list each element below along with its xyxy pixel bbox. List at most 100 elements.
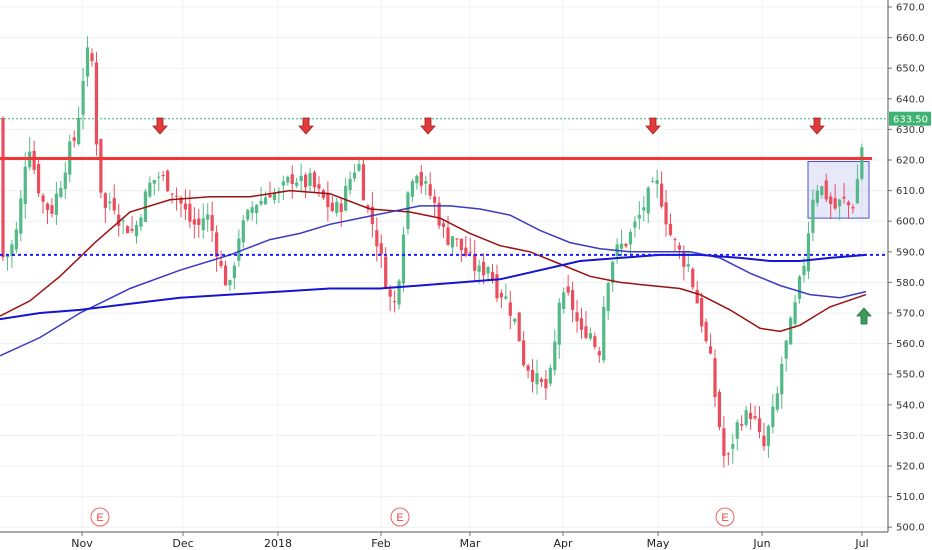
candle-body <box>304 174 308 188</box>
candle-body <box>695 290 699 304</box>
candle-body <box>486 267 490 274</box>
candle-body <box>241 220 245 243</box>
candlestick <box>81 67 85 130</box>
candlestick <box>188 190 192 229</box>
candlestick <box>201 203 205 239</box>
candle-body <box>232 265 236 279</box>
candle-body <box>286 176 290 183</box>
candlestick <box>237 229 241 267</box>
candle-body <box>50 205 54 214</box>
x-tick-label: May <box>647 537 670 550</box>
candlestick <box>388 284 392 312</box>
candlestick <box>161 170 165 181</box>
candle-body <box>860 147 864 179</box>
earnings-circle <box>715 507 735 527</box>
candlestick <box>700 292 704 333</box>
candlestick <box>361 157 366 201</box>
candle-body <box>139 217 143 227</box>
candle-body <box>757 418 762 432</box>
candlestick <box>419 164 423 194</box>
candlestick <box>757 406 762 439</box>
earnings-circle <box>390 507 410 527</box>
candle-body <box>272 193 277 201</box>
candle-body <box>23 166 27 204</box>
candle-body <box>802 265 806 275</box>
candlestick <box>593 332 597 350</box>
candle-body <box>504 296 508 299</box>
down-arrow-icon <box>645 117 661 135</box>
candle-body <box>424 181 428 184</box>
candle-body <box>352 172 357 179</box>
y-tick-label: 650.0 <box>896 64 925 75</box>
candle-body <box>130 229 134 231</box>
candlestick <box>321 188 325 200</box>
candlestick <box>272 188 277 204</box>
up-arrow-icon <box>856 307 872 325</box>
candlestick <box>410 178 414 202</box>
candle-body <box>223 265 228 286</box>
candle-body <box>268 194 272 198</box>
candlestick <box>77 106 81 147</box>
candle-body <box>148 182 152 197</box>
candlestick <box>744 405 748 428</box>
down-arrow-icon <box>152 117 168 135</box>
candle-body <box>762 435 766 447</box>
candlestick <box>655 169 659 198</box>
candle-body <box>192 219 196 225</box>
candle-body <box>749 412 753 419</box>
candle-body <box>54 193 58 215</box>
candle-body <box>464 247 468 256</box>
candle-body <box>32 150 36 170</box>
candlestick <box>139 213 143 232</box>
candlestick <box>793 294 797 329</box>
candlestick <box>771 394 775 434</box>
candlestick <box>842 182 846 204</box>
moving-average-1 <box>0 189 867 333</box>
candle-body <box>59 187 63 197</box>
candlestick <box>846 200 851 219</box>
candlestick <box>223 260 228 286</box>
y-tick-label: 640.0 <box>896 94 925 105</box>
y-tick-label: 620.0 <box>896 156 925 167</box>
candle-body <box>593 336 597 348</box>
candlestick <box>477 259 481 284</box>
candlestick <box>575 299 579 333</box>
candle-body <box>557 302 561 345</box>
candlestick <box>735 419 739 451</box>
candle-body <box>855 179 859 204</box>
candlestick <box>348 171 352 195</box>
candle-body <box>339 203 343 213</box>
y-tick-label: 520.0 <box>896 462 925 473</box>
y-tick-label: 530.0 <box>896 431 925 442</box>
candle-body <box>335 201 339 213</box>
candle-body <box>833 198 837 209</box>
candle-body <box>1 117 5 258</box>
candlestick <box>530 359 535 393</box>
candlestick <box>437 196 441 230</box>
candle-body <box>379 243 383 255</box>
candle-body <box>179 197 183 204</box>
candlestick <box>41 193 45 214</box>
y-tick-label: 570.0 <box>896 309 925 320</box>
candlestick <box>597 346 601 363</box>
candle-body <box>668 223 673 235</box>
candlestick <box>23 152 27 219</box>
down-arrow-shape <box>298 117 314 135</box>
candlestick <box>838 198 842 220</box>
moving-average-3 <box>0 253 867 321</box>
candlestick <box>651 177 655 183</box>
candle-body <box>646 187 650 214</box>
candlestick <box>117 203 121 237</box>
candlestick <box>130 216 134 233</box>
candlestick <box>571 281 575 323</box>
candle-body <box>544 378 548 389</box>
candlestick <box>664 189 668 237</box>
candle-body <box>206 214 210 220</box>
x-axis: Nov Dec 2018 Feb Mar Apr May Jun Jul <box>71 532 869 550</box>
earnings-marker-icon: E <box>90 507 110 527</box>
candle-body <box>121 220 125 222</box>
x-tick-label: Nov <box>71 537 93 550</box>
candlestick <box>295 177 299 189</box>
candlestick <box>459 238 463 263</box>
candle-body <box>14 229 18 250</box>
